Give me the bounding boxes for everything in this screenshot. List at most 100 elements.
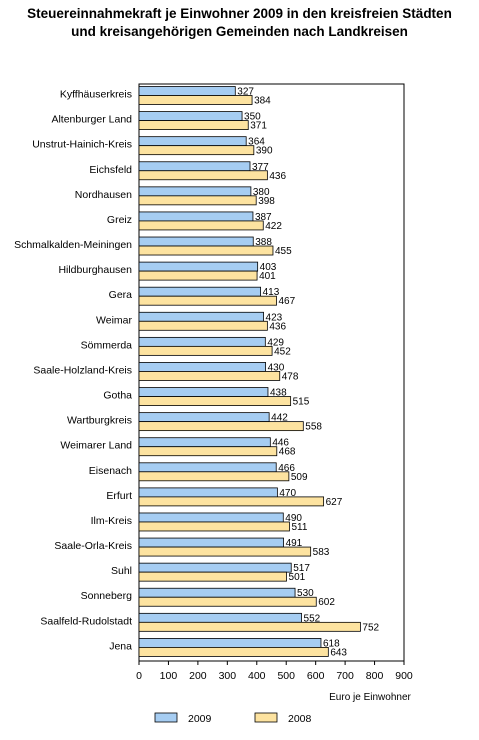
bar-2009 (138, 336, 266, 347)
value-label-2008: 752 (362, 622, 379, 633)
value-label-2008: 401 (259, 271, 276, 282)
value-label-2009: 403 (260, 262, 277, 273)
bar-2008 (138, 471, 290, 482)
category-label: Kyffhäuserkreis (60, 89, 132, 101)
bar-2008 (138, 421, 304, 432)
value-label-2009: 466 (278, 463, 295, 474)
category-label: Suhl (111, 565, 132, 577)
bar-2009 (138, 111, 243, 121)
value-label-2009: 470 (279, 488, 296, 499)
value-label-2008: 467 (279, 296, 296, 307)
value-label-2008: 515 (293, 397, 310, 408)
value-label-2008: 390 (256, 146, 273, 157)
category-label: Unstrut-Hainich-Kreis (32, 139, 132, 151)
bar-2009 (138, 562, 292, 573)
bar-2009 (138, 462, 277, 473)
category-label: Ilm-Kreis (91, 515, 132, 527)
value-label-2008: 602 (318, 597, 335, 608)
value-label-2009: 350 (244, 112, 261, 123)
bar-2009 (138, 587, 296, 598)
value-label-2009: 490 (285, 513, 302, 524)
bar-2009 (138, 211, 254, 222)
bar-2009 (138, 311, 264, 322)
bar-2008 (138, 621, 361, 632)
chart-title: Steuereinnahmekraft je Einwohner 2009 in… (0, 5, 479, 41)
x-tick-label: 200 (189, 670, 207, 682)
value-label-2008: 643 (330, 647, 347, 658)
x-tick-label: 400 (248, 670, 266, 682)
category-label: Wartburgkreis (67, 415, 132, 427)
bar-2008 (138, 195, 257, 206)
value-label-2009: 491 (286, 538, 303, 549)
value-label-2008: 436 (269, 171, 286, 182)
chart-title-line-2: und kreisangehörigen Gemeinden nach Land… (71, 24, 408, 39)
value-label-2009: 327 (237, 87, 254, 98)
bar-2009 (138, 412, 270, 423)
value-label-2008: 501 (289, 572, 306, 583)
bar-2008 (138, 647, 329, 657)
legend-swatch-2009 (154, 712, 178, 723)
category-label: Weimarer Land (60, 440, 132, 452)
bar-2008 (138, 345, 273, 356)
value-label-2009: 413 (263, 287, 280, 298)
value-label-2009: 552 (304, 613, 321, 624)
value-label-2008: 509 (291, 472, 308, 483)
bar-2009 (138, 286, 262, 297)
category-label: Jena (109, 640, 132, 652)
bar-2008 (138, 245, 274, 256)
x-tick-label: 0 (136, 670, 142, 682)
value-label-2008: 558 (305, 422, 322, 433)
bar-2009 (138, 537, 284, 548)
x-tick-label: 700 (336, 670, 354, 682)
bar-2009 (138, 387, 269, 397)
bar-2008 (138, 571, 287, 582)
value-label-2009: 387 (255, 212, 272, 223)
value-label-2008: 398 (258, 196, 275, 207)
value-label-2008: 384 (254, 96, 271, 107)
value-label-2008: 436 (269, 321, 286, 332)
value-label-2009: 442 (271, 413, 288, 424)
value-label-2009: 429 (267, 337, 284, 348)
bar-2008 (138, 145, 255, 156)
value-label-2009: 380 (253, 187, 270, 198)
bar-2008 (138, 120, 249, 130)
value-label-2009: 618 (323, 638, 340, 649)
bar-2009 (138, 612, 302, 623)
category-label: Nordhausen (75, 189, 132, 201)
bar-2009 (138, 487, 278, 498)
value-label-2009: 446 (272, 438, 289, 449)
value-label-2008: 583 (313, 547, 330, 558)
category-label: Eichsfeld (89, 164, 132, 176)
x-tick-label: 800 (366, 670, 384, 682)
bar-2008 (138, 320, 268, 331)
bar-2009 (138, 638, 322, 648)
bar-2008 (138, 596, 317, 607)
value-label-2008: 468 (279, 447, 296, 458)
legend-swatch-2008 (254, 712, 278, 723)
category-label: Gotha (103, 390, 132, 402)
category-label: Erfurt (106, 490, 132, 502)
value-label-2009: 438 (270, 388, 287, 399)
bar-2008 (138, 170, 268, 181)
value-label-2008: 511 (291, 522, 307, 533)
value-label-2009: 517 (293, 563, 310, 574)
bar-2008 (138, 95, 253, 105)
bar-2009 (138, 362, 267, 372)
x-tick-label: 600 (307, 670, 325, 682)
x-tick-label: 300 (219, 670, 237, 682)
category-label: Schmalkalden-Meiningen (14, 239, 132, 251)
bar-2008 (138, 220, 264, 231)
bar-2008 (138, 270, 258, 281)
bar-2008 (138, 521, 290, 532)
bar-2008 (138, 396, 292, 406)
category-label: Eisenach (89, 465, 132, 477)
category-label: Gera (109, 289, 133, 301)
value-label-2009: 423 (266, 312, 283, 323)
category-label: Hildburghausen (58, 264, 132, 276)
legend-label-2009: 2009 (188, 713, 212, 725)
bar-2009 (138, 136, 247, 147)
x-axis-label: Euro je Einwohner (329, 692, 411, 703)
value-label-2008: 422 (265, 221, 282, 232)
x-tick-label: 100 (160, 670, 178, 682)
